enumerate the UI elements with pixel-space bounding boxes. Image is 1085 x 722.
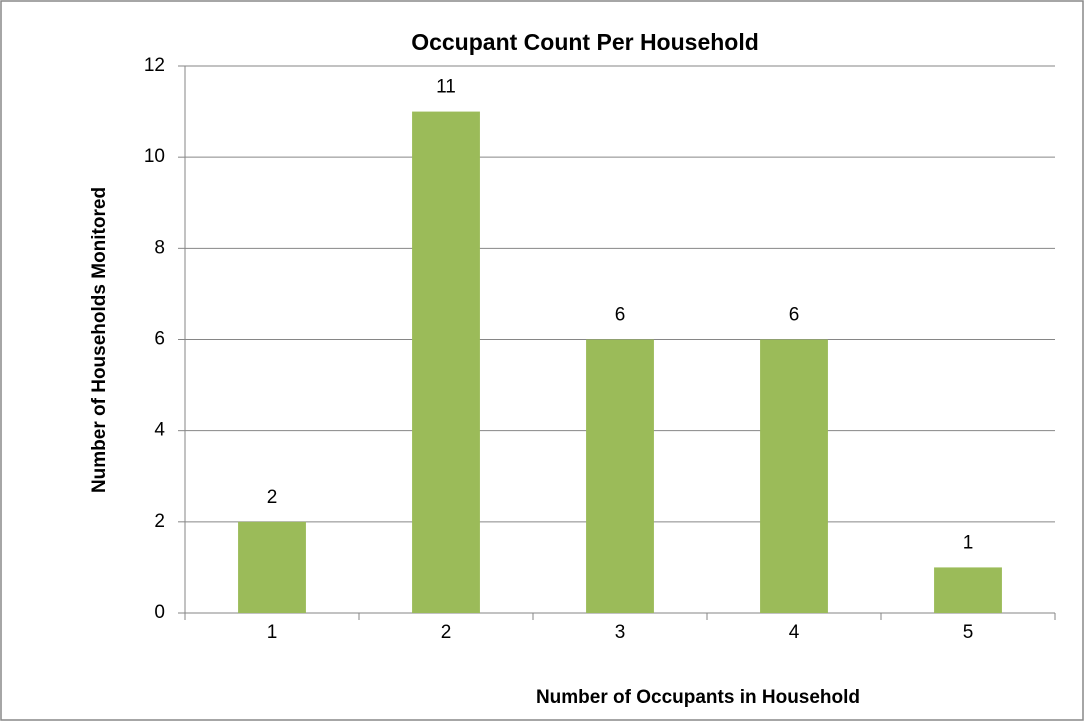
x-tick-label: 1 <box>267 622 278 643</box>
y-tick-label: 10 <box>144 146 165 167</box>
bar <box>238 521 306 613</box>
y-tick-label: 12 <box>144 55 165 76</box>
y-axis-title: Number of Households Monitored <box>89 187 110 493</box>
data-label: 11 <box>436 77 456 98</box>
y-tick-label: 0 <box>154 602 165 623</box>
data-label: 6 <box>615 305 626 326</box>
chart-title: Occupant Count Per Household <box>411 29 759 55</box>
x-tick-label: 5 <box>963 622 974 643</box>
y-tick-label: 2 <box>154 511 165 532</box>
y-tick-label: 4 <box>154 420 165 441</box>
bar <box>586 339 654 613</box>
x-tick-label: 4 <box>789 622 800 643</box>
data-label: 1 <box>963 532 974 553</box>
bar <box>412 111 480 613</box>
y-tick-label: 8 <box>154 237 165 258</box>
x-tick-label: 2 <box>441 622 452 643</box>
y-tick-label: 6 <box>154 329 165 350</box>
data-label: 6 <box>789 305 800 326</box>
bar <box>934 567 1002 613</box>
x-tick-label: 3 <box>615 622 626 643</box>
x-axis-title: Number of Occupants in Household <box>536 687 860 708</box>
data-label: 2 <box>267 487 278 508</box>
bar <box>760 339 828 613</box>
